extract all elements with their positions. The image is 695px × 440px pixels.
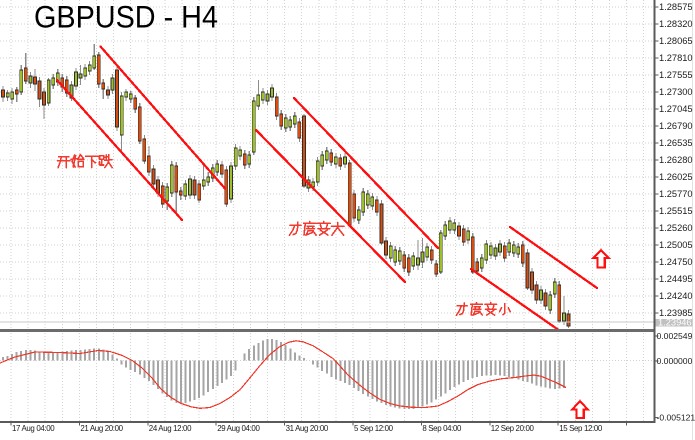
svg-text:1.27045: 1.27045	[659, 104, 693, 114]
svg-text:5 Sep 12:00: 5 Sep 12:00	[354, 424, 394, 433]
svg-text:1.23985: 1.23985	[659, 308, 693, 318]
svg-text:1.27300: 1.27300	[659, 87, 693, 97]
svg-text:GBPUSD - H4: GBPUSD - H4	[34, 0, 218, 35]
svg-text:1.28575: 1.28575	[659, 2, 693, 12]
svg-text:1.23946: 1.23946	[658, 318, 692, 328]
svg-text:0.000000: 0.000000	[657, 356, 693, 366]
svg-text:15 Sep 12:00: 15 Sep 12:00	[559, 424, 603, 433]
svg-text:31 Aug 20:00: 31 Aug 20:00	[286, 424, 329, 433]
svg-text:0.002549: 0.002549	[657, 331, 693, 341]
svg-text:29 Aug 04:00: 29 Aug 04:00	[217, 424, 260, 433]
svg-text:17 Aug 04:00: 17 Aug 04:00	[12, 424, 55, 433]
svg-text:12 Sep 20:00: 12 Sep 20:00	[491, 424, 535, 433]
svg-text:1.24750: 1.24750	[659, 257, 693, 267]
svg-text:8 Sep 04:00: 8 Sep 04:00	[422, 424, 462, 433]
svg-text:21 Aug 20:00: 21 Aug 20:00	[80, 424, 123, 433]
svg-text:1.27810: 1.27810	[659, 53, 693, 63]
svg-text:1.24495: 1.24495	[659, 274, 693, 284]
svg-text:1.26280: 1.26280	[659, 155, 693, 165]
svg-text:1.26025: 1.26025	[659, 172, 693, 182]
svg-text:1.26790: 1.26790	[659, 121, 693, 131]
svg-text:1.28065: 1.28065	[659, 36, 693, 46]
svg-text:-0.005121: -0.005121	[657, 413, 695, 423]
svg-text:1.25515: 1.25515	[659, 206, 693, 216]
svg-text:1.25770: 1.25770	[659, 189, 693, 199]
svg-text:1.24240: 1.24240	[659, 291, 693, 301]
svg-text:1.28320: 1.28320	[659, 19, 693, 29]
svg-text:1.26535: 1.26535	[659, 138, 693, 148]
svg-text:1.27555: 1.27555	[659, 70, 693, 80]
svg-text:24 Aug 12:00: 24 Aug 12:00	[149, 424, 192, 433]
svg-text:1.25260: 1.25260	[659, 223, 693, 233]
svg-text:1.25005: 1.25005	[659, 240, 693, 250]
